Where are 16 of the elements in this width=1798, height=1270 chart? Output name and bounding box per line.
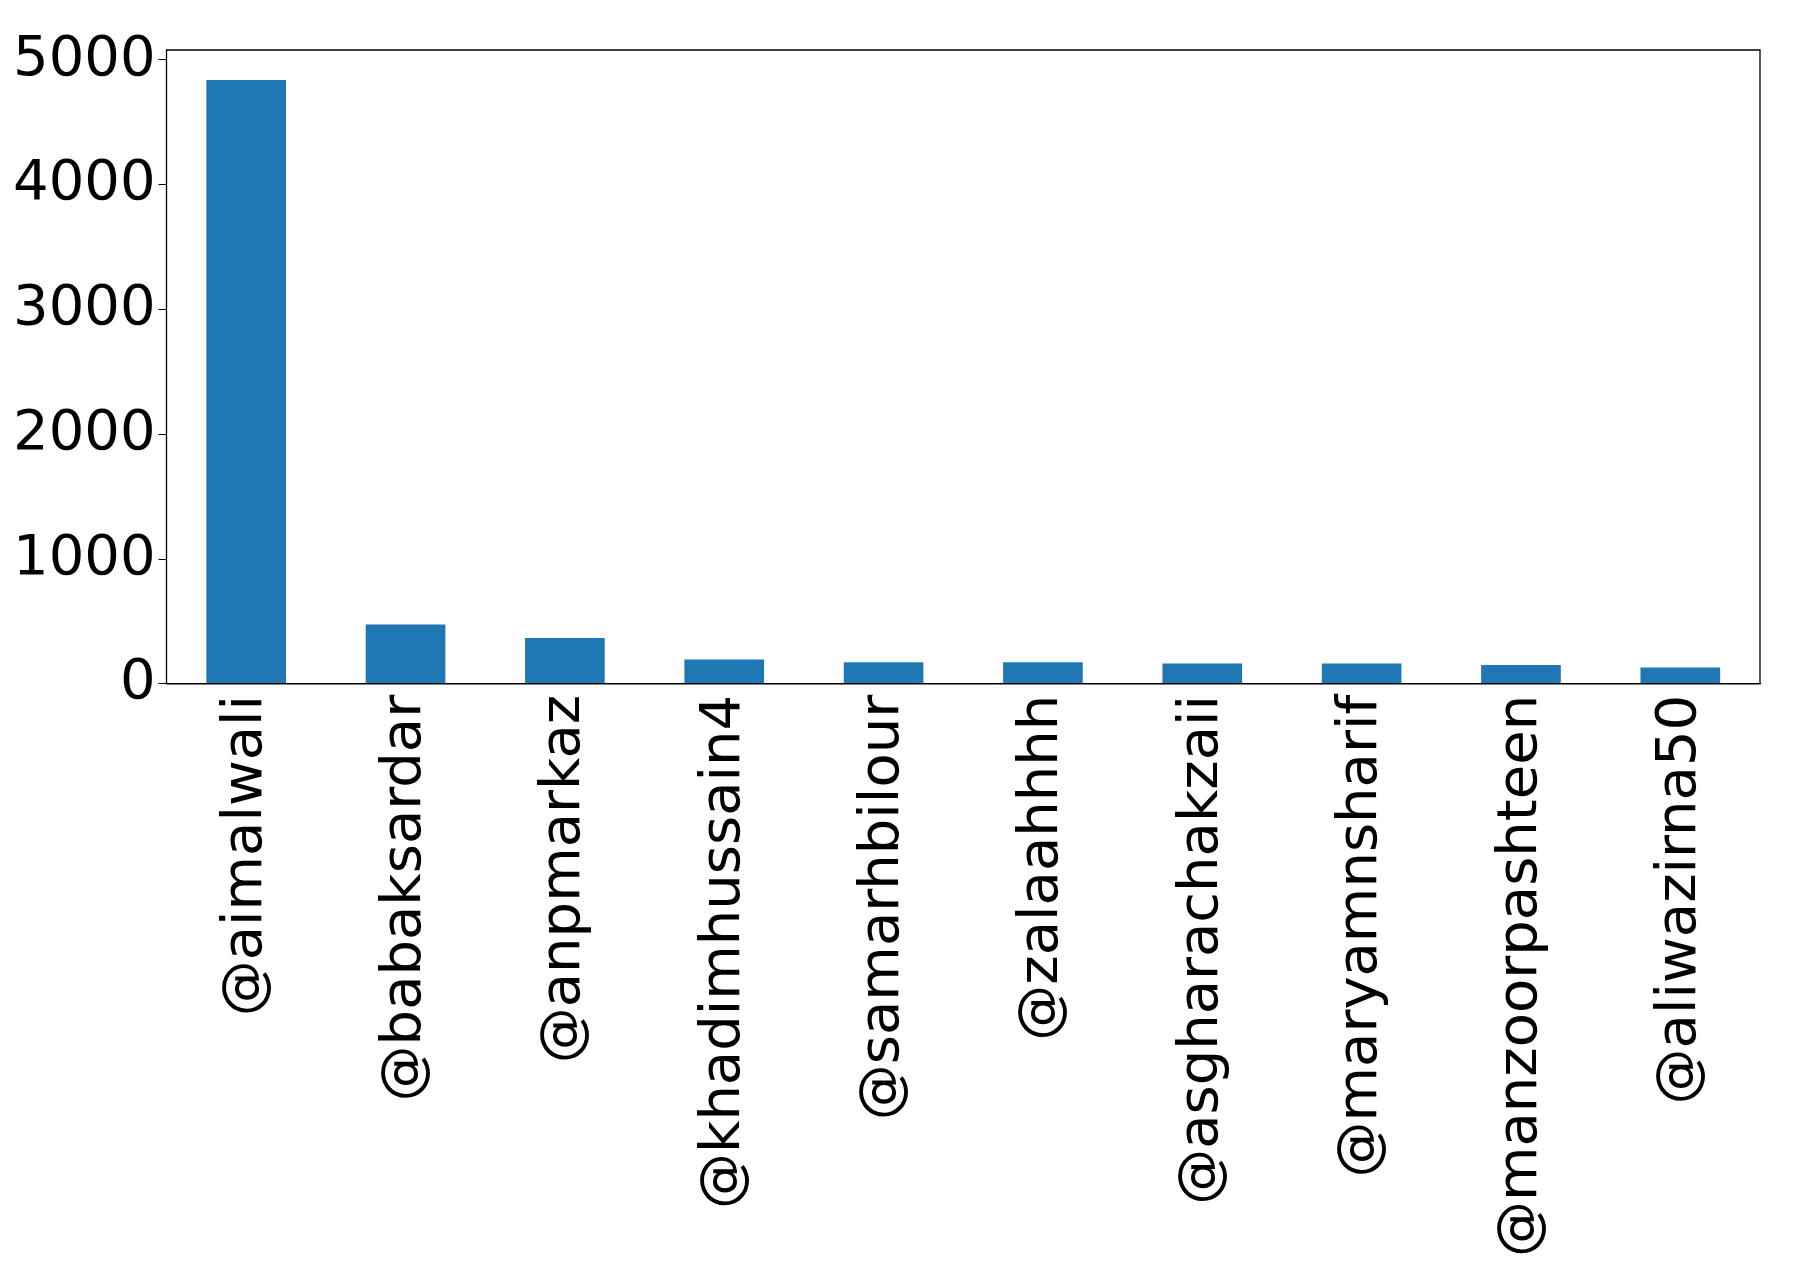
y-tick-label: 3000: [13, 272, 156, 338]
y-tick-label: 4000: [13, 147, 156, 213]
x-tick-label: @aimalwali: [208, 694, 274, 1017]
y-tick-label: 5000: [13, 22, 156, 88]
y-tick-label: 1000: [13, 521, 156, 587]
x-tick-label: @khadimhussain4: [686, 694, 752, 1210]
y-tick-label: 0: [119, 646, 156, 712]
x-tick-label: @zalaahhhh: [1005, 694, 1071, 1041]
x-tick-label: @samarhbilour: [846, 693, 912, 1121]
x-tick-label: @maryamnsharif: [1324, 693, 1390, 1178]
x-tick-label: @manzoorpashteen: [1483, 694, 1549, 1257]
y-tick-label: 2000: [13, 396, 156, 462]
x-tick-label: @aliwazirna50: [1642, 694, 1708, 1105]
x-tick-label: @babaksardar: [368, 693, 434, 1102]
x-tick-label: @asgharachakzaii: [1164, 694, 1230, 1205]
x-tick-label: @anpmarkaz: [527, 694, 593, 1064]
